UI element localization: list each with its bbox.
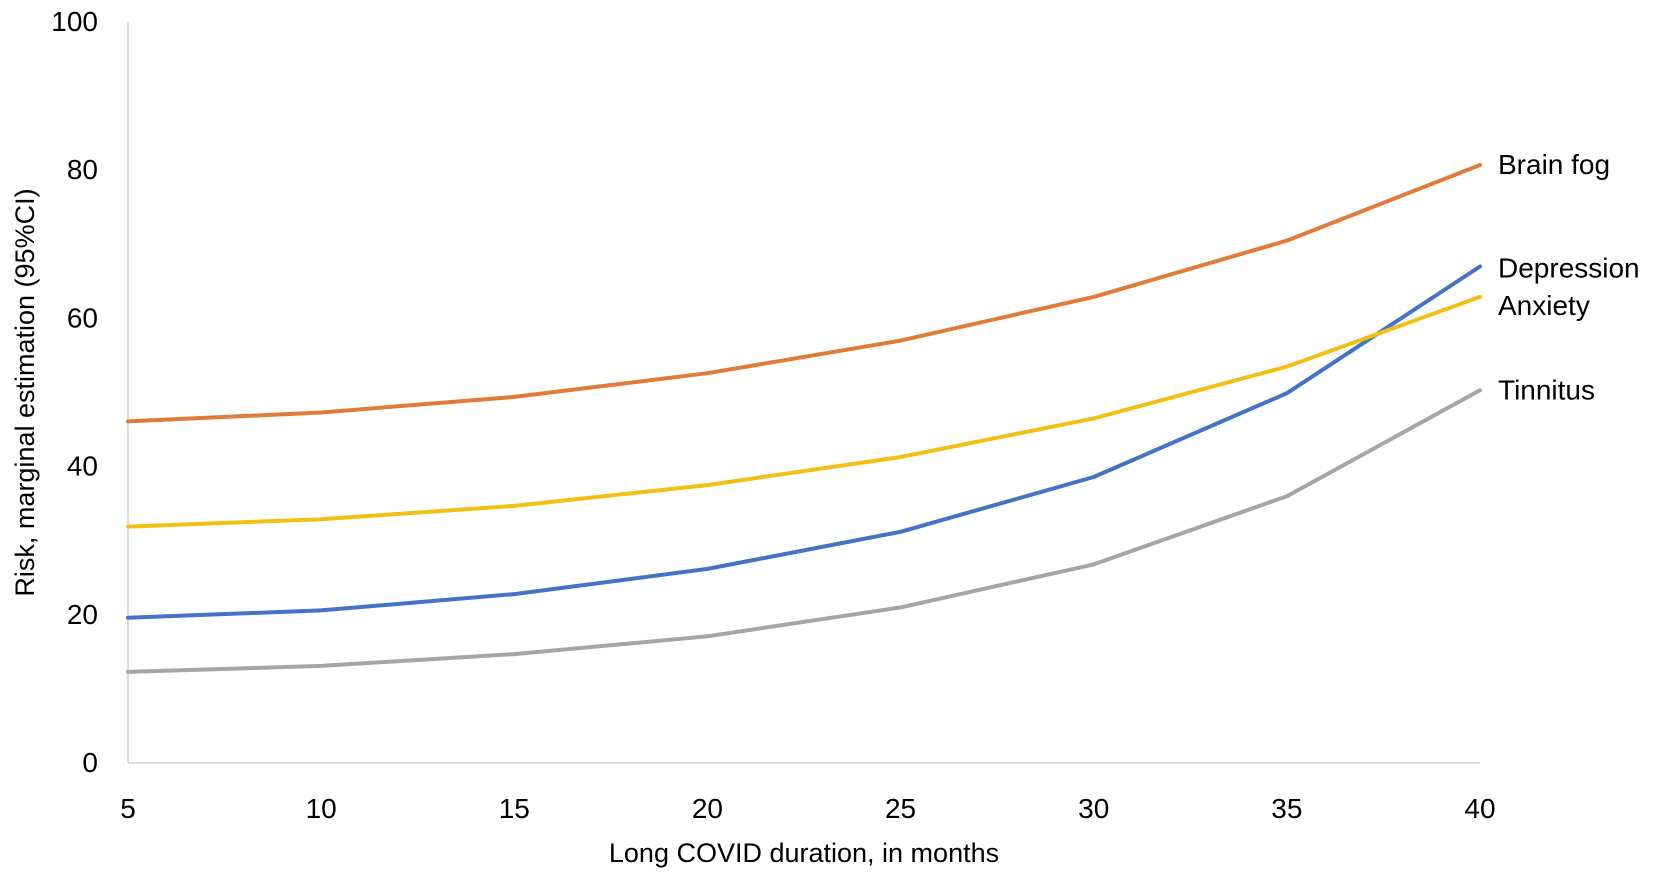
series-label-depression: Depression: [1498, 253, 1640, 284]
x-tick-label: 10: [306, 793, 337, 824]
x-tick-label: 35: [1271, 793, 1302, 824]
x-tick-label: 20: [692, 793, 723, 824]
y-tick-label: 80: [67, 154, 98, 185]
axes: [127, 22, 1480, 764]
y-tick-label: 0: [82, 747, 98, 778]
x-axis-title: Long COVID duration, in months: [609, 838, 999, 868]
y-axis-title: Risk, marginal estimation (95%CI): [10, 188, 40, 596]
series-label-anxiety: Anxiety: [1498, 290, 1590, 321]
series-label-brain-fog: Brain fog: [1498, 149, 1610, 180]
x-tick-label: 5: [120, 793, 136, 824]
y-tick-label: 40: [67, 451, 98, 482]
series-label-tinnitus: Tinnitus: [1498, 374, 1595, 405]
series-line-brain-fog: [126, 163, 1482, 424]
y-tick-label: 100: [51, 6, 98, 37]
series-line-depression: [126, 264, 1482, 620]
y-tick-label: 20: [67, 599, 98, 630]
x-tick-label: 40: [1464, 793, 1495, 824]
x-tick-label: 25: [885, 793, 916, 824]
tick-labels: 0 20 40 60 80 100 5 10 15 20 25 30 35 40: [51, 6, 1495, 824]
series-labels: Brain fog Depression Anxiety Tinnitus: [1498, 149, 1640, 405]
series-line-anxiety: [126, 294, 1482, 529]
series-line-tinnitus: [126, 388, 1482, 674]
series-lines: [126, 163, 1482, 674]
x-tick-label: 15: [499, 793, 530, 824]
x-tick-label: 30: [1078, 793, 1109, 824]
y-tick-label: 60: [67, 302, 98, 333]
